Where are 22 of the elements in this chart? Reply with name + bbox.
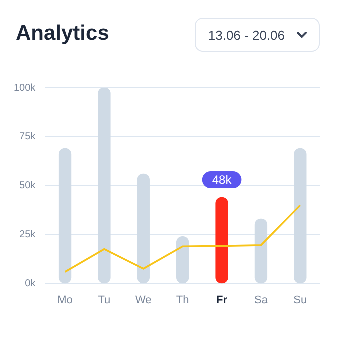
bar [58, 148, 72, 284]
x-tick-label: We [136, 294, 152, 306]
y-tick-label: 75k [20, 132, 37, 143]
x-tick-label: Th [176, 294, 190, 306]
x-tick-label: Fr [216, 294, 228, 306]
y-tick-label: 100k [14, 82, 37, 94]
bar [137, 174, 150, 284]
bar [254, 218, 268, 284]
annotation: 48k [212, 172, 233, 187]
y-tick-label: 50k [20, 180, 37, 192]
chart-title: Analytics [16, 22, 110, 46]
bar [216, 197, 228, 284]
x-tick-label: Sa [254, 294, 269, 306]
x-tick-label: Tu [98, 294, 111, 306]
x-tick-label: Su [294, 294, 308, 306]
bar [98, 88, 111, 284]
bar [176, 236, 190, 284]
x-tick-label: Mo [58, 294, 73, 306]
y-tick-label: 0k [25, 278, 37, 290]
bar [294, 148, 307, 284]
y-tick-label: 25k [20, 230, 37, 241]
text: 13.06 - 20.06 [208, 28, 285, 42]
